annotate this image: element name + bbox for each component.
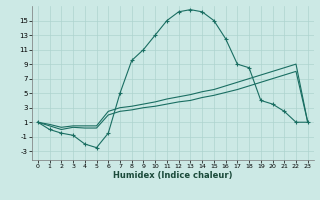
X-axis label: Humidex (Indice chaleur): Humidex (Indice chaleur) (113, 171, 233, 180)
